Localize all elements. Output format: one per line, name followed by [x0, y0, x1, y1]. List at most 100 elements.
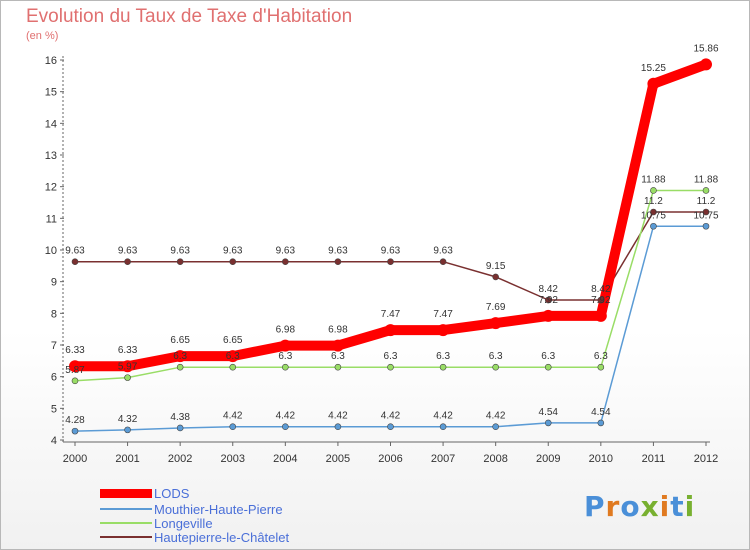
x-tick-label: 2008	[483, 453, 507, 465]
data-point	[282, 423, 289, 431]
data-label: 4.38	[170, 412, 190, 423]
data-label: 7.92	[539, 295, 559, 306]
data-point	[492, 363, 499, 371]
y-tick-label: 8	[51, 308, 57, 320]
data-label: 6.65	[223, 335, 243, 346]
data-point	[597, 363, 605, 371]
data-label: 4.42	[328, 411, 348, 422]
data-point	[702, 222, 710, 230]
y-tick-label: 14	[45, 118, 57, 130]
data-point	[282, 363, 289, 371]
data-label: 7.69	[486, 302, 506, 313]
data-point	[176, 258, 184, 266]
legend-swatch	[100, 488, 152, 498]
legend-item: Hautepierre-le-Châtelet	[100, 529, 290, 545]
data-label: 4.42	[381, 411, 401, 422]
data-label: 7.92	[591, 295, 611, 306]
x-tick-label: 2000	[63, 453, 87, 465]
data-label: 6.3	[594, 351, 608, 362]
data-point	[176, 424, 184, 432]
data-label: 15.86	[693, 43, 718, 54]
data-label: 6.65	[170, 335, 190, 346]
data-point	[176, 363, 184, 371]
data-label: 6.3	[384, 351, 398, 362]
data-point	[334, 423, 342, 431]
data-point	[69, 360, 81, 373]
data-label: 15.25	[641, 63, 666, 74]
logo-letter: t	[670, 490, 685, 523]
x-tick-label: 2003	[221, 453, 245, 465]
data-point	[650, 222, 657, 230]
data-point	[650, 187, 657, 194]
data-point	[489, 317, 502, 330]
legend-label: Mouthier-Haute-Pierre	[154, 501, 283, 517]
data-point	[387, 363, 394, 371]
legend-label: LODS	[154, 485, 190, 501]
data-point	[334, 258, 342, 266]
data-point	[542, 309, 555, 322]
data-point	[124, 258, 131, 266]
data-point	[71, 427, 79, 435]
x-tick-label: 2007	[431, 453, 455, 465]
x-tick-label: 2004	[273, 453, 297, 465]
y-tick-label: 4	[51, 435, 57, 447]
logo-letter: x	[640, 490, 660, 523]
data-label: 6.98	[276, 325, 296, 336]
data-label: 8.42	[539, 284, 559, 295]
x-tick-label: 2010	[589, 453, 613, 465]
data-label: 6.33	[118, 345, 138, 356]
data-point	[331, 339, 344, 352]
data-label: 6.3	[226, 351, 240, 362]
data-point	[124, 426, 131, 434]
legend-item: LODS	[100, 485, 190, 501]
data-label: 6.3	[436, 351, 450, 362]
data-point	[282, 258, 289, 266]
data-label: 9.63	[433, 246, 453, 257]
data-label: 11.2	[644, 196, 663, 207]
data-point	[334, 363, 342, 371]
legend-label: Hautepierre-le-Châtelet	[154, 529, 290, 545]
data-label: 6.33	[65, 345, 85, 356]
data-label: 4.54	[539, 407, 559, 418]
data-label: 9.63	[276, 246, 296, 257]
data-label: 7.47	[433, 309, 453, 320]
data-label: 6.98	[328, 325, 348, 336]
x-tick-label: 2012	[694, 453, 718, 465]
data-point	[226, 350, 239, 363]
data-point	[437, 324, 450, 337]
data-label: 9.63	[118, 246, 138, 257]
y-tick-label: 7	[51, 340, 57, 352]
y-tick-label: 11	[46, 213, 57, 225]
data-label: 8.42	[591, 284, 611, 295]
data-point	[544, 363, 552, 371]
data-label: 7.47	[381, 309, 401, 320]
data-point	[597, 419, 605, 427]
legend-label: Longeville	[154, 515, 213, 531]
data-point	[229, 258, 237, 266]
data-point	[387, 258, 394, 266]
data-label: 4.32	[118, 414, 138, 425]
data-label: 4.42	[486, 411, 506, 422]
data-point	[387, 423, 394, 431]
data-label: 4.54	[591, 407, 611, 418]
x-tick-label: 2002	[168, 453, 192, 465]
data-label: 9.63	[328, 246, 348, 257]
legend-swatch	[100, 536, 152, 538]
data-label: 5.97	[118, 362, 138, 373]
data-label: 5.87	[65, 365, 85, 376]
data-label: 6.3	[173, 351, 187, 362]
data-label: 9.63	[381, 246, 401, 257]
data-label: 9.63	[170, 246, 190, 257]
data-point	[229, 423, 237, 431]
x-tick-label: 2005	[326, 453, 350, 465]
data-point	[647, 77, 660, 90]
data-point	[650, 208, 657, 216]
data-label: 6.3	[331, 351, 345, 362]
data-point	[439, 423, 447, 431]
y-tick-label: 10	[45, 245, 57, 257]
data-label: 6.3	[278, 351, 292, 362]
data-point	[492, 273, 499, 281]
logo-letter: i	[684, 490, 696, 523]
